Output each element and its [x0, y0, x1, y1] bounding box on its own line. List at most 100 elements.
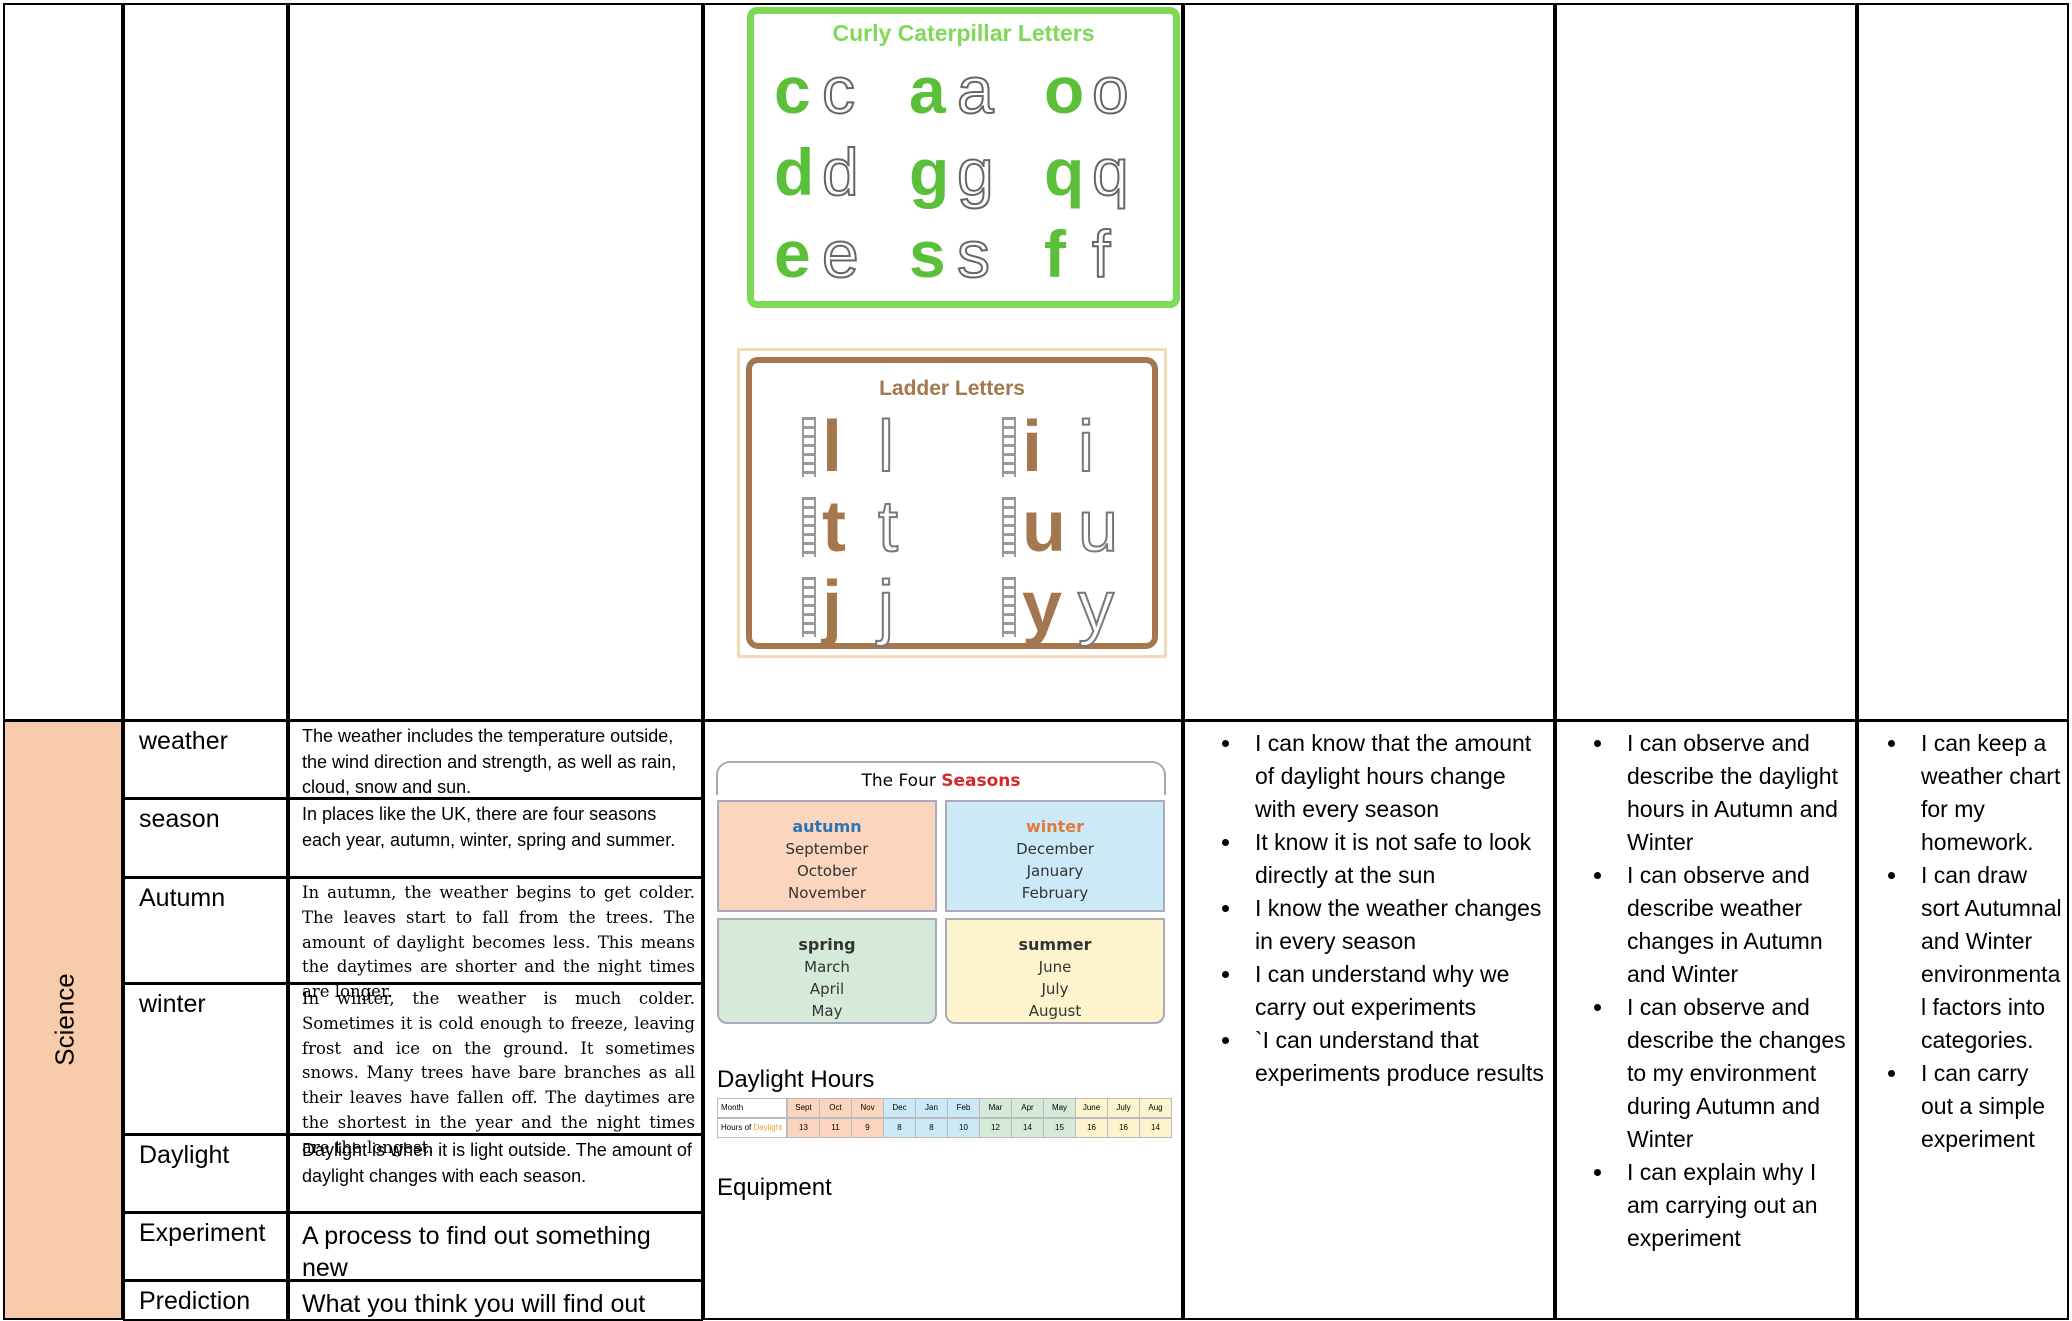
objective-item: I can explain why I am carrying out an e…: [1615, 1156, 1849, 1255]
vocab-definition: The weather includes the temperature out…: [302, 726, 677, 797]
letter-outline: i: [1077, 406, 1095, 488]
row-label-text: Hours of: [721, 1123, 752, 1132]
table-cell: [1183, 3, 1555, 721]
poster-frame: Ladder Letters l l i i t t u u j j y y: [746, 357, 1158, 649]
daylight-month: Mar: [979, 1098, 1012, 1118]
ladder: [1002, 577, 1016, 637]
letter-outline: a: [956, 52, 995, 128]
season-name: summer: [1018, 935, 1092, 954]
table-cell: [288, 3, 703, 721]
season-month: April: [809, 980, 845, 998]
letter-filled: g: [909, 135, 950, 209]
subject-cell: Science: [3, 720, 123, 1320]
ladder-letters-poster: Ladder Letters l l i i t t u u j j y y: [737, 348, 1167, 658]
daylight-hours: 15: [1043, 1118, 1076, 1138]
vocab-definition: A process to find out something new: [302, 1222, 651, 1282]
letter-filled: c: [774, 53, 811, 127]
ladder: [1002, 497, 1016, 557]
season-month: May: [811, 1002, 843, 1020]
definition-cell: In places like the UK, there are four se…: [288, 798, 703, 878]
daylight-row-label: Hours of Daylight: [717, 1118, 787, 1138]
table-cell: [123, 3, 288, 721]
term-cell: weather: [123, 720, 288, 799]
daylight-hours: 16: [1107, 1118, 1140, 1138]
vocab-term: season: [139, 805, 220, 833]
vocab-term: Daylight: [139, 1141, 230, 1169]
season-name: autumn: [792, 817, 862, 836]
daylight-hours: 12: [979, 1118, 1012, 1138]
daylight-header-label: Month: [717, 1098, 787, 1118]
objective-item: I can understand why we carry out experi…: [1243, 958, 1547, 1024]
daylight-hours: 8: [883, 1118, 916, 1138]
season-box: winter December January February: [945, 800, 1165, 912]
season-box: autumn September October November: [717, 800, 937, 912]
row-label-highlight: Daylight: [753, 1123, 783, 1132]
letter-outline: j: [877, 566, 895, 648]
season-month: January: [1026, 862, 1084, 880]
objectives-cell: I can observe and describe the daylight …: [1555, 720, 1857, 1320]
letter-filled: j: [822, 567, 843, 647]
daylight-month: Nov: [851, 1098, 884, 1118]
objective-item: I can carry out a simple experiment: [1909, 1057, 2065, 1156]
season-month: March: [804, 958, 850, 976]
definition-cell: A process to find out something new: [288, 1212, 703, 1282]
daylight-hours: 8: [915, 1118, 948, 1138]
letter-outline: g: [956, 134, 995, 210]
table-cell: [1555, 3, 1857, 721]
letter-outline: f: [1091, 216, 1111, 292]
table-cell: [703, 720, 1183, 1320]
letter-outline: c: [821, 52, 856, 128]
daylight-hours: 14: [1011, 1118, 1044, 1138]
objectives-cell: I can know that the amount of daylight h…: [1183, 720, 1555, 1320]
objective-list: I can keep a weather chart for my homewo…: [1859, 727, 2065, 1156]
daylight-hours: 13: [787, 1118, 820, 1138]
letter-filled: q: [1044, 135, 1085, 209]
objective-list: I can know that the amount of daylight h…: [1185, 727, 1547, 1090]
daylight-hours: 10: [947, 1118, 980, 1138]
vocab-term: winter: [139, 990, 206, 1018]
vocab-definition: What you think you will find out: [302, 1290, 646, 1318]
term-cell: Daylight: [123, 1134, 288, 1213]
objective-item: I can keep a weather chart for my homewo…: [1909, 727, 2065, 859]
letter-outline: l: [877, 406, 895, 488]
daylight-hours: 11: [819, 1118, 852, 1138]
table-cell: [1857, 3, 2069, 721]
term-cell: season: [123, 798, 288, 878]
season-month: July: [1041, 980, 1069, 998]
subject-label: Science: [49, 973, 80, 1066]
vocab-definition: In winter, the weather is much colder. S…: [302, 989, 695, 1157]
seasons-banner: The Four Seasons: [716, 761, 1166, 795]
letter-outline: u: [1077, 486, 1119, 568]
daylight-month: Aug: [1139, 1098, 1172, 1118]
vocab-term: Prediction: [139, 1287, 251, 1315]
banner-highlight: Seasons: [941, 771, 1021, 791]
ladder: [802, 417, 816, 477]
definition-cell: What you think you will find out: [288, 1280, 703, 1321]
definition-cell: In autumn, the weather begins to get col…: [288, 877, 703, 1001]
letter-filled: u: [1022, 487, 1066, 567]
daylight-month: Sept: [787, 1098, 820, 1118]
equipment-heading: Equipment: [717, 1174, 832, 1201]
season-month: October: [796, 862, 858, 880]
term-cell: winter: [123, 983, 288, 1135]
vocab-definition: In places like the UK, there are four se…: [302, 804, 676, 850]
letter-filled: f: [1044, 217, 1066, 291]
daylight-month: Jan: [915, 1098, 948, 1118]
letter-outline: s: [956, 216, 991, 292]
season-month: December: [1016, 840, 1094, 858]
letter-outline: y: [1077, 566, 1115, 648]
definition-cell: Daylight is when it is light outside. Th…: [288, 1134, 703, 1213]
season-month: June: [1038, 958, 1072, 976]
season-name: winter: [1025, 817, 1085, 836]
letter-filled: l: [822, 407, 843, 487]
daylight-hours: 14: [1139, 1118, 1172, 1138]
daylight-month: May: [1043, 1098, 1076, 1118]
season-box: summer June July August: [945, 918, 1165, 1024]
letter-filled: t: [822, 487, 846, 567]
daylight-month: Dec: [883, 1098, 916, 1118]
objective-item: I can know that the amount of daylight h…: [1243, 727, 1547, 826]
objectives-cell: I can keep a weather chart for my homewo…: [1857, 720, 2069, 1320]
definition-cell: The weather includes the temperature out…: [288, 720, 703, 799]
objective-item: It know it is not safe to look directly …: [1243, 826, 1547, 892]
season-name: spring: [798, 935, 856, 954]
